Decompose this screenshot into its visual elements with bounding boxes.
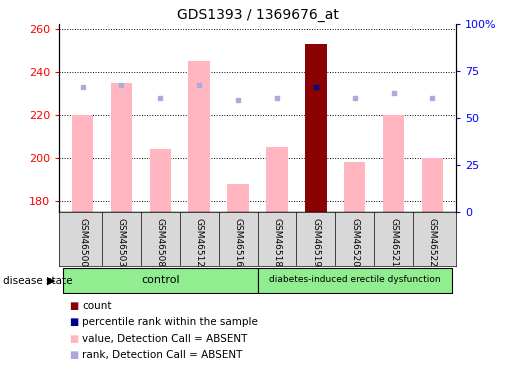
Text: control: control [141, 275, 180, 285]
Bar [227, 184, 249, 212]
Bar [72, 115, 93, 212]
Text: ■: ■ [70, 334, 79, 344]
Bar [305, 44, 327, 212]
Text: diabetes-induced erectile dysfunction: diabetes-induced erectile dysfunction [269, 275, 440, 284]
Text: GSM46519: GSM46519 [311, 218, 320, 267]
Text: percentile rank within the sample: percentile rank within the sample [82, 317, 259, 327]
Title: GDS1393 / 1369676_at: GDS1393 / 1369676_at [177, 8, 338, 22]
Bar [383, 115, 404, 212]
Text: GSM46518: GSM46518 [272, 218, 281, 267]
FancyBboxPatch shape [258, 268, 452, 293]
Text: ▶: ▶ [47, 276, 56, 285]
Text: GSM46516: GSM46516 [234, 218, 243, 267]
Text: value, Detection Call = ABSENT: value, Detection Call = ABSENT [82, 334, 248, 344]
Bar [422, 158, 443, 212]
Text: GSM46503: GSM46503 [117, 218, 126, 267]
FancyBboxPatch shape [63, 268, 258, 293]
Bar [266, 147, 288, 212]
Text: rank, Detection Call = ABSENT: rank, Detection Call = ABSENT [82, 350, 243, 360]
Text: GSM46520: GSM46520 [350, 218, 359, 267]
Text: disease state: disease state [3, 276, 72, 285]
Text: GSM46500: GSM46500 [78, 218, 87, 267]
Bar [188, 61, 210, 212]
Bar [344, 162, 365, 212]
Text: GSM46522: GSM46522 [428, 218, 437, 267]
Text: GSM46521: GSM46521 [389, 218, 398, 267]
Bar [111, 82, 132, 212]
Text: GSM46512: GSM46512 [195, 218, 204, 267]
Bar [150, 149, 171, 212]
Text: ■: ■ [70, 317, 79, 327]
Text: ■: ■ [70, 350, 79, 360]
Text: GSM46508: GSM46508 [156, 218, 165, 267]
Text: ■: ■ [70, 301, 79, 310]
Text: count: count [82, 301, 112, 310]
